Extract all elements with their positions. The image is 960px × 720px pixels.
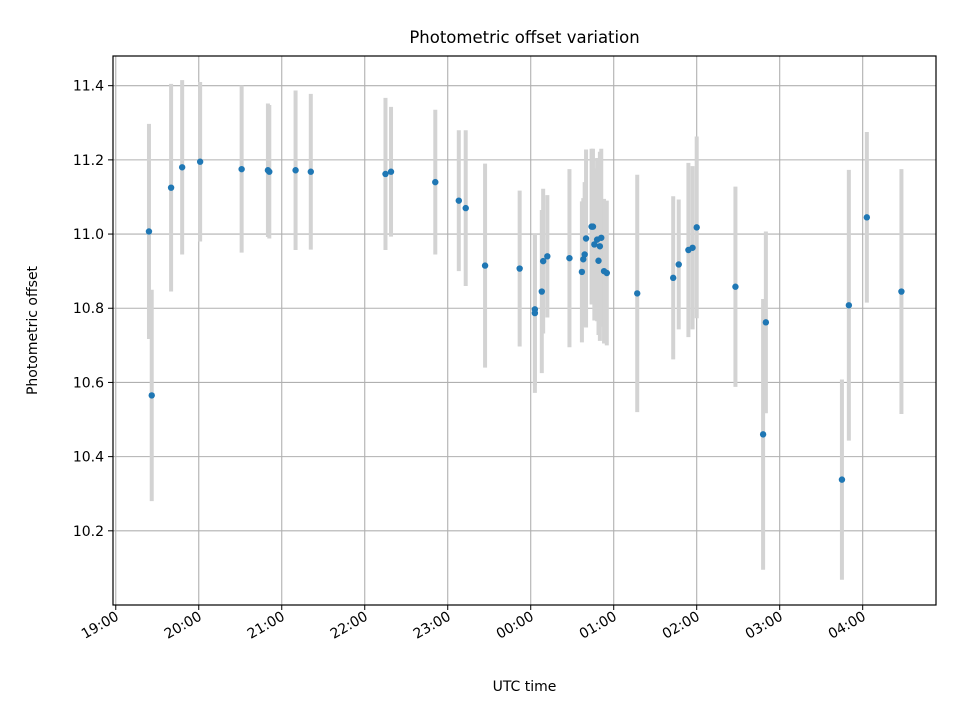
data-point — [148, 392, 155, 399]
data-point — [634, 290, 641, 297]
y-tick-label: 11.4 — [73, 79, 104, 95]
data-point — [387, 168, 395, 175]
y-tick-label: 10.4 — [73, 450, 104, 466]
data-point — [689, 244, 696, 251]
y-tick-label: 10.6 — [73, 375, 104, 391]
data-points — [145, 158, 905, 483]
data-point — [591, 241, 598, 248]
plot-frame — [112, 55, 937, 606]
data-point — [595, 257, 602, 264]
data-point — [898, 288, 905, 295]
x-axis-label: UTC time — [493, 679, 557, 695]
y-tick-label: 11.0 — [73, 227, 104, 243]
y-tick-label: 10.2 — [73, 524, 104, 540]
data-point — [732, 283, 739, 290]
data-point — [382, 170, 389, 178]
chart-title: Photometric offset variation — [409, 28, 639, 47]
data-point — [838, 476, 846, 483]
data-point — [578, 268, 586, 276]
data-point — [669, 274, 677, 282]
data-point — [481, 262, 489, 269]
data-point — [693, 224, 700, 231]
data-point — [603, 269, 610, 277]
data-point — [581, 251, 588, 258]
data-point — [845, 302, 853, 309]
y-axis-ticks: 10.2 10.4 10.6 10.8 11.0 11.2 11.4 — [73, 79, 113, 540]
y-tick-label: 11.2 — [73, 153, 104, 169]
data-point — [455, 197, 462, 204]
data-point — [178, 164, 186, 171]
data-point — [196, 158, 204, 165]
data-point — [432, 178, 439, 186]
data-point — [762, 319, 770, 326]
data-point — [516, 265, 523, 272]
data-point — [598, 234, 605, 241]
data-point — [539, 257, 547, 265]
data-point — [863, 214, 871, 221]
data-point — [266, 168, 273, 175]
y-axis-label: Photometric offset — [25, 265, 41, 395]
data-point — [531, 309, 539, 317]
data-point — [596, 243, 604, 250]
data-point — [538, 288, 545, 295]
data-point — [589, 223, 597, 230]
y-tick-label: 10.8 — [73, 301, 104, 317]
data-point — [167, 184, 175, 191]
data-point — [462, 204, 469, 212]
grid — [113, 56, 936, 605]
data-point — [566, 254, 573, 262]
data-point — [675, 261, 682, 268]
data-point — [307, 168, 314, 175]
data-point — [544, 253, 551, 260]
data-point — [292, 167, 299, 174]
data-point — [580, 256, 587, 263]
data-point — [759, 431, 767, 438]
data-point — [145, 228, 153, 235]
data-point — [582, 235, 590, 242]
data-point — [238, 165, 245, 173]
